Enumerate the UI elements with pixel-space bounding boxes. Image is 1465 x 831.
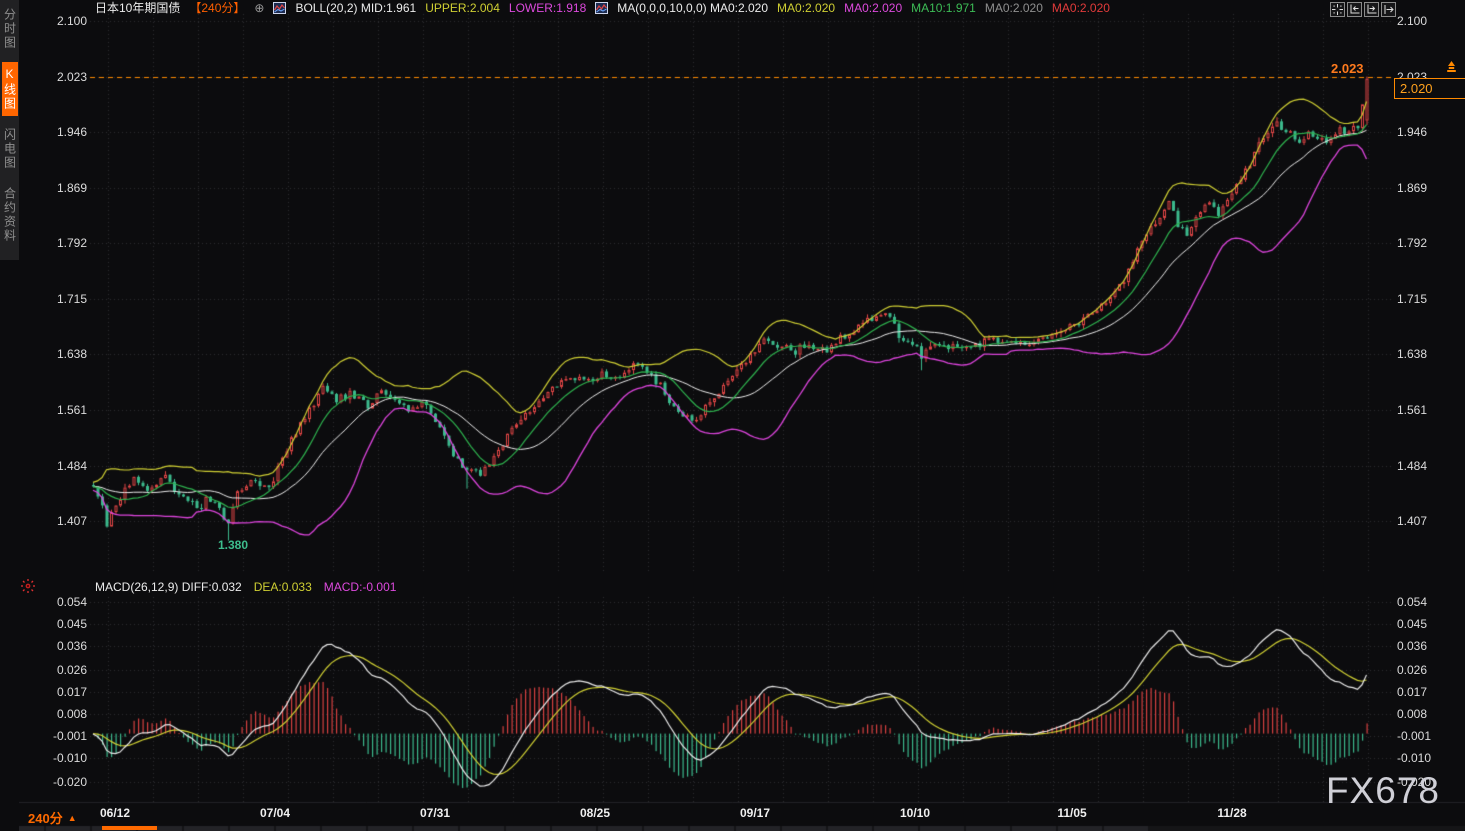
- x-axis-date-label: 11/28: [1217, 806, 1247, 820]
- header-indicator-text: MA10:1.971: [911, 1, 976, 15]
- price-tick-label-left: 1.946: [56, 125, 87, 140]
- period-text: 240分: [28, 811, 63, 826]
- current-price-badge: 2.020: [1394, 78, 1465, 99]
- macd-tick-label-left: 0.036: [56, 639, 87, 654]
- scrollbar-thumb[interactable]: [102, 826, 157, 830]
- macd-tick-label-left: 0.045: [56, 617, 87, 632]
- ma-chart-icon[interactable]: [595, 2, 609, 14]
- period-selector[interactable]: 240分 ▲: [28, 808, 77, 827]
- price-tick-label-left: 2.100: [56, 14, 87, 28]
- x-axis-date-label: 09/17: [739, 806, 771, 820]
- header-indicator-text: MA0:2.020: [984, 1, 1043, 15]
- x-axis-date-label: 08/25: [579, 806, 611, 820]
- sidebar-tab-flash[interactable]: 闪电图: [2, 128, 17, 170]
- header-indicator-text: UPPER:2.004: [425, 1, 500, 15]
- indicator-header: 日本10年期国债 【240分】 ⊕ BOLL(20,2) MID:1.961 UPPER…: [95, 1, 1110, 15]
- period-dropdown-arrow-icon: ▲: [67, 812, 77, 823]
- price-tick-label-left: 1.561: [56, 402, 87, 417]
- crosshair-icon[interactable]: [1330, 2, 1345, 17]
- price-tick-label-right: 1.715: [1397, 291, 1428, 306]
- macd-tick-label-left: -0.010: [52, 750, 87, 765]
- sidebar-tab-group: 分时图 K线图 闪电图 合约资料: [0, 0, 19, 260]
- x-axis-date-label: 06/12: [99, 806, 131, 820]
- header-indicator-text: MA0:2.020: [844, 1, 903, 15]
- header-indicator-text: BOLL(20,2) MID:1.961: [295, 1, 417, 15]
- header-indicator-text: MA0:2.020: [777, 1, 836, 15]
- macd-tick-label-right: 0.008: [1397, 707, 1428, 722]
- x-axis-date-label: 11/05: [1057, 806, 1087, 820]
- sidebar-tab-kline[interactable]: K线图: [1, 62, 18, 116]
- low-price-annotation: 1.380: [218, 538, 249, 552]
- price-tick-label-right: 1.638: [1397, 347, 1428, 362]
- macd-tick-label-left: 0.054: [56, 595, 87, 610]
- macd-tick-label-left: -0.001: [52, 729, 87, 744]
- macd-indicator-text: MACD:-0.001: [323, 580, 397, 594]
- zoom-out-icon[interactable]: [1347, 2, 1362, 17]
- fx678-watermark: FX678: [1326, 770, 1441, 811]
- sidebar-tab-contract-info[interactable]: 合约资料: [2, 187, 17, 243]
- x-axis-date-label: 07/31: [419, 806, 451, 820]
- macd-tick-label-right: -0.010: [1397, 750, 1432, 765]
- macd-header: MACD(26,12,9) DIFF:0.032 DEA:0.033 MACD:-0…: [95, 580, 396, 594]
- macd-tick-label-right: 0.045: [1397, 617, 1428, 632]
- header-indicator-text: 日本10年期国债: [95, 1, 181, 15]
- macd-tick-label-right: -0.020: [1397, 775, 1432, 790]
- x-axis-date-label: 10/10: [899, 806, 931, 820]
- price-tick-label-right: 1.407: [1397, 514, 1428, 529]
- price-tick-label-left: 1.715: [56, 291, 87, 306]
- macd-tick-label-right: 0.054: [1397, 595, 1428, 610]
- price-tick-label-left: 1.484: [56, 458, 87, 473]
- peak-price-label: 2.023: [1331, 61, 1364, 76]
- macd-tick-label-left: 0.026: [56, 663, 87, 678]
- macd-tick-label-left: 0.008: [56, 707, 87, 722]
- macd-tick-label-right: 0.036: [1397, 639, 1428, 654]
- macd-tick-label-left: -0.020: [52, 775, 87, 790]
- scroll-to-latest-marker[interactable]: [1443, 60, 1460, 82]
- price-tick-label-right: 1.484: [1397, 458, 1428, 473]
- macd-tick-label-right: 0.026: [1397, 663, 1428, 678]
- zoom-in-icon[interactable]: [1364, 2, 1379, 17]
- price-tick-label-right: 1.869: [1397, 180, 1428, 195]
- macd-indicator-text: DEA:0.033: [253, 580, 312, 594]
- header-indicator-text: MA(0,0,0,10,0,0) MA0:2.020: [617, 1, 769, 15]
- price-tick-label-left: 1.792: [56, 236, 87, 251]
- price-tick-label-right: 1.946: [1397, 125, 1428, 140]
- goto-latest-icon[interactable]: [1381, 2, 1396, 17]
- price-tick-label-left: 1.407: [56, 514, 87, 529]
- macd-tick-label-left: 0.017: [56, 685, 87, 700]
- price-tick-label-right: 2.100: [1397, 14, 1428, 28]
- x-axis-date-label: 07/04: [259, 806, 291, 820]
- macd-tick-label-right: -0.001: [1397, 729, 1432, 744]
- macd-indicator-icon[interactable]: [20, 578, 36, 599]
- price-tick-label-right: 1.561: [1397, 402, 1428, 417]
- macd-indicator-text: MACD(26,12,9) DIFF:0.032: [95, 580, 242, 594]
- header-indicator-text: 【240分】: [189, 1, 246, 15]
- header-indicator-text: MA0:2.020: [1051, 1, 1110, 15]
- chart-toolbar: [1330, 2, 1396, 17]
- price-tick-label-left: 1.638: [56, 347, 87, 362]
- boll-chart-icon[interactable]: [273, 2, 287, 14]
- price-tick-label-right: 1.792: [1397, 236, 1428, 251]
- sidebar: 分时图 K线图 闪电图 合约资料: [0, 0, 19, 831]
- sidebar-tab-time-share[interactable]: 分时图: [2, 8, 17, 50]
- price-tick-label-left: 2.023: [56, 69, 87, 84]
- macd-tick-label-right: 0.017: [1397, 685, 1428, 700]
- header-indicator-text: LOWER:1.918: [508, 1, 587, 15]
- add-indicator-icon[interactable]: ⊕: [254, 1, 265, 15]
- price-tick-label-left: 1.869: [56, 180, 87, 195]
